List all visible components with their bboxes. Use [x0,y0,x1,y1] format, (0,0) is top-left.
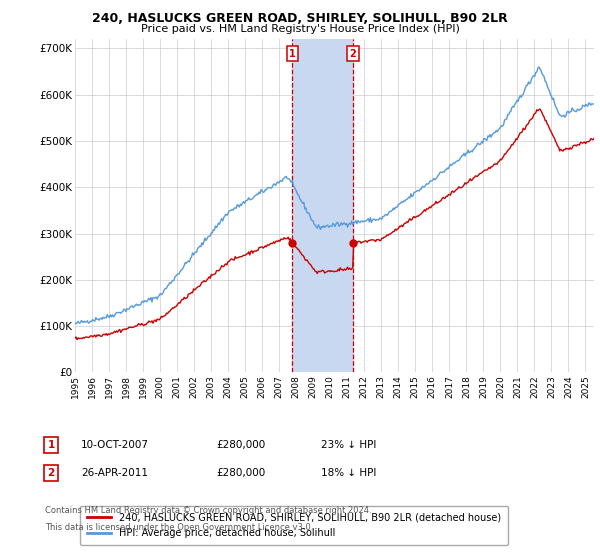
Text: 26-APR-2011: 26-APR-2011 [81,468,148,478]
Text: 23% ↓ HPI: 23% ↓ HPI [321,440,376,450]
Bar [292,39,353,372]
Text: 2: 2 [349,49,356,59]
Text: 10-OCT-2007: 10-OCT-2007 [81,440,149,450]
Text: This data is licensed under the Open Government Licence v3.0.: This data is licensed under the Open Gov… [45,523,313,532]
Text: £280,000: £280,000 [216,468,265,478]
Text: 18% ↓ HPI: 18% ↓ HPI [321,468,376,478]
Text: 240, HASLUCKS GREEN ROAD, SHIRLEY, SOLIHULL, B90 2LR: 240, HASLUCKS GREEN ROAD, SHIRLEY, SOLIH… [92,12,508,25]
Text: £280,000: £280,000 [216,440,265,450]
Text: Price paid vs. HM Land Registry's House Price Index (HPI): Price paid vs. HM Land Registry's House … [140,24,460,34]
Legend: 240, HASLUCKS GREEN ROAD, SHIRLEY, SOLIHULL, B90 2LR (detached house), HPI: Aver: 240, HASLUCKS GREEN ROAD, SHIRLEY, SOLIH… [80,506,508,545]
Text: 1: 1 [47,440,55,450]
Text: Contains HM Land Registry data © Crown copyright and database right 2024.: Contains HM Land Registry data © Crown c… [45,506,371,515]
Text: 1: 1 [289,49,296,59]
Text: 2: 2 [47,468,55,478]
